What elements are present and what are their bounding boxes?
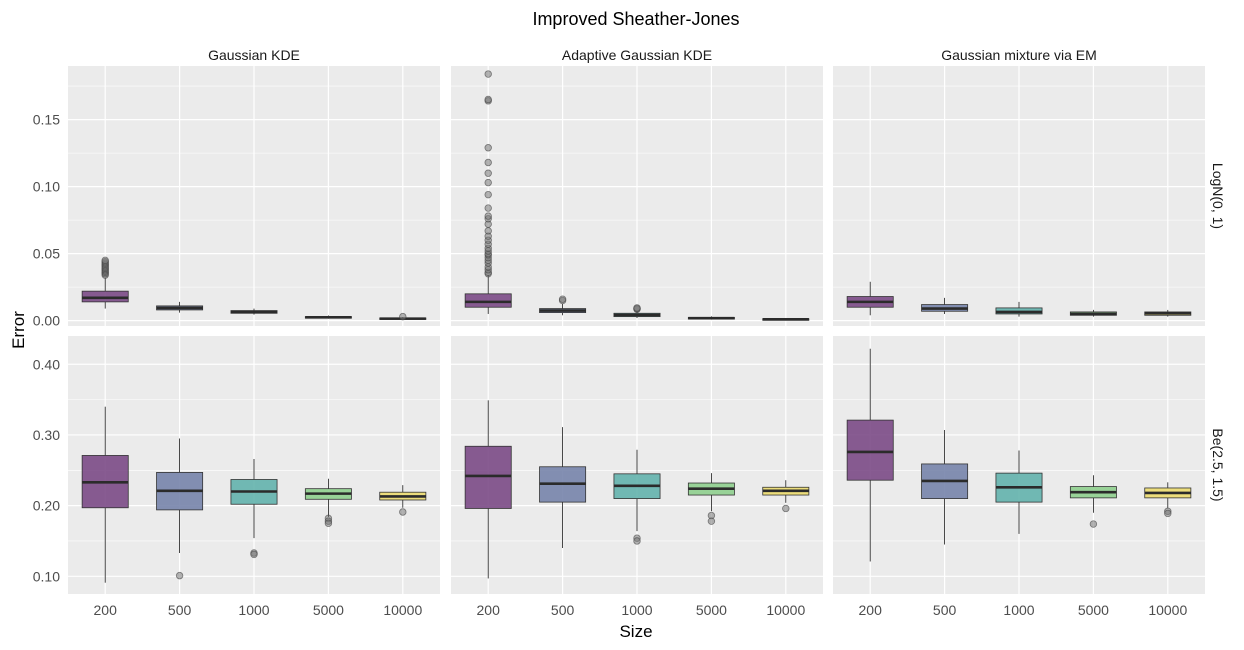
y-tick-label: 0.40	[33, 356, 60, 372]
facet-panel	[833, 336, 1205, 594]
outlier-point	[175, 571, 184, 580]
outlier-point	[484, 190, 492, 199]
x-tick-label: 1000	[238, 602, 269, 618]
x-tick-label: 200	[477, 602, 501, 618]
outlier-point	[484, 204, 492, 212]
facet-panel	[451, 336, 823, 594]
y-tick-label: 0.15	[33, 112, 60, 128]
outlier-point	[782, 504, 790, 513]
chart-title: Improved Sheather-Jones	[532, 9, 739, 29]
y-tick-label: 0.10	[33, 568, 60, 584]
facet-column-label: Gaussian KDE	[208, 47, 300, 63]
y-tick-label: 0.20	[33, 498, 60, 514]
x-tick-label: 10000	[383, 602, 422, 618]
outlier-point	[484, 70, 492, 78]
box	[464, 293, 512, 308]
x-tick-label: 10000	[766, 602, 805, 618]
y-tick-label: 0.10	[33, 179, 60, 195]
outlier-point	[484, 169, 492, 177]
x-tick-label: 1000	[1003, 602, 1034, 618]
x-tick-label: 500	[551, 602, 575, 618]
outlier-point	[324, 519, 333, 528]
facet-panel	[833, 66, 1205, 326]
x-tick-label: 1000	[621, 602, 652, 618]
outlier-point	[484, 144, 492, 152]
facet-column-label: Gaussian mixture via EM	[941, 47, 1097, 63]
y-axis-title: Error	[9, 311, 28, 349]
facet-column-label: Adaptive Gaussian KDE	[562, 47, 712, 63]
y-tick-label: 0.30	[33, 427, 60, 443]
x-tick-label: 200	[94, 602, 118, 618]
outlier-point	[101, 256, 109, 265]
x-tick-label: 5000	[1078, 602, 1109, 618]
outlier-point	[484, 178, 492, 187]
x-tick-label: 5000	[696, 602, 727, 618]
facet-row-label: LogN(0, 1)	[1210, 163, 1226, 229]
outlier-point	[558, 295, 567, 303]
box	[81, 290, 129, 303]
outlier-point	[1089, 520, 1098, 528]
outlier-point	[707, 517, 716, 525]
outlier-point	[633, 537, 641, 545]
box	[846, 419, 894, 481]
outlier-point	[484, 158, 492, 167]
y-tick-label: 0.00	[33, 313, 60, 329]
outlier-point	[484, 212, 492, 220]
outlier-point	[250, 550, 258, 559]
facet-panels: Gaussian KDE Adaptive Gaussian KDE Gaussia…	[33, 47, 1226, 618]
outlier-point	[484, 227, 492, 235]
facet-panel	[68, 336, 440, 594]
y-tick-label: 0.05	[33, 246, 60, 262]
x-tick-label: 200	[859, 602, 883, 618]
x-tick-label: 500	[933, 602, 957, 618]
facet-row-label: Be(2.5, 1.5)	[1210, 428, 1226, 501]
box	[464, 445, 512, 509]
x-tick-label: 10000	[1148, 602, 1187, 618]
outlier-point	[633, 304, 641, 312]
facet-panel	[451, 66, 823, 326]
outlier-point	[1164, 509, 1172, 518]
outlier-point	[399, 508, 407, 516]
outlier-point	[484, 95, 492, 104]
x-tick-label: 500	[168, 602, 192, 618]
facet-panel	[68, 66, 440, 326]
outlier-point	[399, 312, 407, 321]
x-axis-title: Size	[619, 622, 652, 641]
x-tick-label: 5000	[313, 602, 344, 618]
